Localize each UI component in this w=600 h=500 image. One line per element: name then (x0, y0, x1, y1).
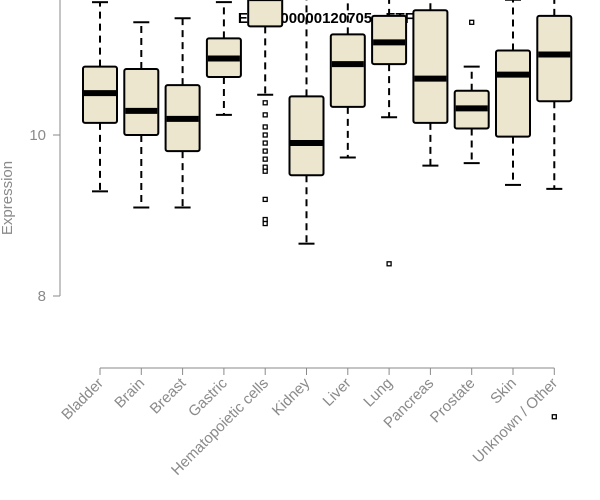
outlier-point (551, 414, 557, 420)
outlier-point (262, 124, 268, 130)
iqr-box (123, 67, 160, 136)
box-series (82, 0, 573, 420)
iqr-box (247, 0, 284, 28)
y-tick-label: 8 (38, 288, 46, 305)
outlier-point (262, 196, 268, 203)
box-pancreas (412, 0, 449, 167)
box-unknown-other (536, 0, 573, 420)
x-tick-label: Liver (320, 375, 355, 410)
box-hematopoietic-cells (247, 0, 284, 227)
x-tick-label: Breast (147, 374, 190, 417)
outlier-point (262, 168, 268, 174)
outlier-point (262, 148, 268, 154)
box-bladder (82, 1, 118, 193)
x-tick-label: Bladder (58, 375, 107, 424)
y-axis: 8101214 (29, 0, 61, 305)
box-liver (329, 0, 366, 159)
box-breast (164, 17, 201, 209)
iqr-box (288, 95, 325, 177)
iqr-box (495, 49, 531, 138)
outlier-point (262, 156, 268, 162)
outlier-point (386, 261, 392, 267)
x-tick-label: Skin (487, 375, 520, 408)
y-axis-label: Expression (0, 161, 16, 235)
box-brain (123, 21, 160, 209)
outlier-point (262, 132, 268, 138)
box-lung (371, 0, 408, 267)
iqr-box (536, 14, 573, 103)
outlier-point (262, 140, 268, 146)
outlier-point (262, 100, 268, 106)
x-tick-label: Kidney (269, 374, 314, 419)
iqr-box (412, 9, 449, 124)
box-gastric (205, 1, 242, 116)
x-tick-label: Prostate (427, 375, 479, 427)
iqr-box (329, 33, 366, 108)
box-prostate (453, 19, 490, 165)
box-skin (495, 0, 531, 186)
x-tick-label: Brain (111, 375, 148, 412)
x-tick-label: Lung (360, 375, 396, 411)
y-tick-label: 10 (29, 127, 46, 144)
outlier-point (262, 220, 268, 227)
outlier-point (262, 112, 268, 118)
box-kidney (288, 0, 325, 245)
outlier-point (469, 19, 475, 25)
